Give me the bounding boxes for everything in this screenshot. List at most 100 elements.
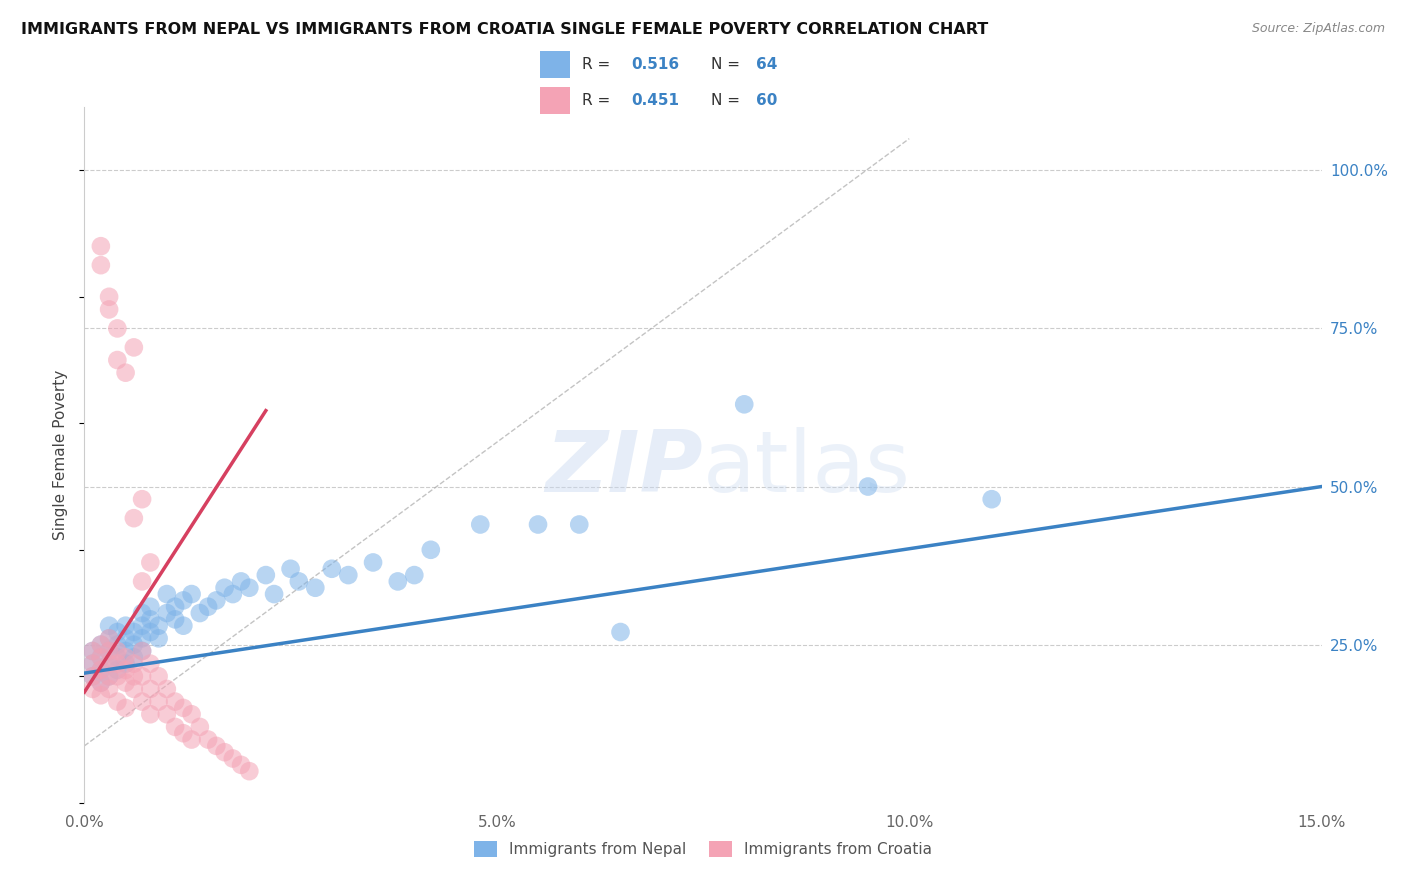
Point: [214, 581, 236, 595]
Point: [98, 681, 121, 696]
Point: [156, 606, 179, 620]
Point: [105, 669, 128, 683]
Point: [165, 695, 187, 709]
Point: [222, 751, 245, 765]
Point: [122, 340, 145, 354]
Point: [404, 568, 426, 582]
Point: [90, 258, 112, 272]
Point: [90, 688, 112, 702]
Point: [205, 593, 228, 607]
Point: [105, 663, 128, 677]
Point: [172, 593, 194, 607]
Point: [131, 574, 153, 589]
Point: [82, 644, 104, 658]
FancyBboxPatch shape: [540, 87, 569, 114]
Point: [122, 638, 145, 652]
Point: [98, 669, 121, 683]
Point: [122, 657, 145, 671]
Text: Source: ZipAtlas.com: Source: ZipAtlas.com: [1251, 22, 1385, 36]
Point: [98, 644, 121, 658]
Point: [82, 669, 104, 683]
Point: [131, 644, 153, 658]
Point: [105, 695, 128, 709]
Point: [98, 657, 121, 671]
Point: [122, 625, 145, 640]
Point: [197, 732, 219, 747]
Point: [288, 574, 311, 589]
Point: [90, 675, 112, 690]
Point: [90, 663, 112, 677]
Text: 64: 64: [756, 57, 778, 72]
Point: [90, 239, 112, 253]
Text: N =: N =: [711, 57, 745, 72]
Y-axis label: Single Female Poverty: Single Female Poverty: [53, 370, 69, 540]
Point: [139, 612, 162, 626]
Point: [321, 562, 343, 576]
Point: [148, 695, 170, 709]
Point: [527, 517, 550, 532]
Point: [105, 321, 128, 335]
Point: [82, 644, 104, 658]
Point: [156, 707, 179, 722]
Point: [90, 638, 112, 652]
Point: [82, 681, 104, 696]
Point: [82, 657, 104, 671]
Point: [131, 492, 153, 507]
Point: [98, 669, 121, 683]
Point: [90, 663, 112, 677]
Point: [361, 556, 384, 570]
Point: [98, 632, 121, 646]
Point: [165, 612, 187, 626]
Point: [114, 618, 136, 632]
Point: [148, 618, 170, 632]
Point: [105, 650, 128, 665]
Point: [280, 562, 302, 576]
Point: [131, 669, 153, 683]
Point: [180, 732, 202, 747]
Point: [609, 625, 631, 640]
Point: [419, 542, 441, 557]
Point: [98, 632, 121, 646]
Point: [222, 587, 245, 601]
Point: [172, 701, 194, 715]
Point: [114, 366, 136, 380]
Point: [188, 720, 211, 734]
Point: [254, 568, 277, 582]
Point: [139, 707, 162, 722]
Point: [856, 479, 879, 493]
Point: [205, 739, 228, 753]
Point: [139, 625, 162, 640]
FancyBboxPatch shape: [540, 51, 569, 78]
Point: [229, 757, 252, 772]
Point: [733, 397, 755, 411]
Text: R =: R =: [582, 57, 614, 72]
Point: [139, 556, 162, 570]
Text: 60: 60: [756, 93, 778, 108]
Point: [105, 644, 128, 658]
Point: [98, 657, 121, 671]
Point: [90, 650, 112, 665]
Point: [105, 625, 128, 640]
Point: [122, 681, 145, 696]
Point: [98, 290, 121, 304]
Point: [122, 511, 145, 525]
Point: [114, 632, 136, 646]
Point: [114, 644, 136, 658]
Point: [98, 302, 121, 317]
Point: [82, 669, 104, 683]
Point: [148, 669, 170, 683]
Point: [214, 745, 236, 759]
Point: [172, 726, 194, 740]
Point: [470, 517, 492, 532]
Point: [197, 599, 219, 614]
Point: [98, 644, 121, 658]
Point: [98, 618, 121, 632]
Point: [148, 632, 170, 646]
Point: [188, 606, 211, 620]
Text: IMMIGRANTS FROM NEPAL VS IMMIGRANTS FROM CROATIA SINGLE FEMALE POVERTY CORRELATI: IMMIGRANTS FROM NEPAL VS IMMIGRANTS FROM…: [21, 22, 988, 37]
Point: [172, 618, 194, 632]
Text: R =: R =: [582, 93, 614, 108]
Point: [82, 657, 104, 671]
Point: [90, 638, 112, 652]
Text: atlas: atlas: [703, 427, 911, 510]
